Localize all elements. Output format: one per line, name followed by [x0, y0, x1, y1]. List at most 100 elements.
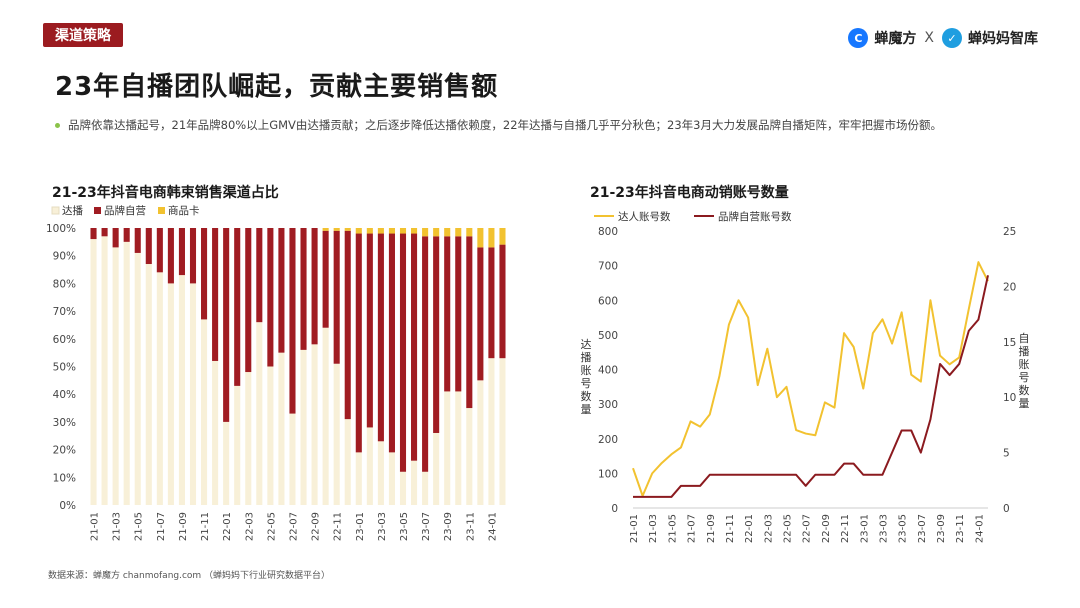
bullet-icon [55, 122, 60, 128]
bar-brand-self [466, 236, 473, 409]
bar-daren [377, 441, 384, 505]
bar-brand-self [256, 228, 263, 323]
bar-brand-self [245, 228, 252, 373]
bar-daren [366, 427, 373, 505]
right-x-tick-label: 21-09 [706, 514, 717, 543]
bar-daren [189, 283, 197, 505]
bar-daren [289, 413, 296, 505]
bar-daren [411, 460, 418, 505]
bar-brand-self [388, 233, 395, 453]
left-x-tick-label: 24-01 [487, 512, 498, 541]
bar-daren [466, 408, 473, 505]
bar-goods-card [399, 228, 407, 234]
bar-daren [477, 380, 484, 505]
brand-separator: X [924, 30, 934, 46]
left-x-tick-label: 23-05 [399, 512, 410, 541]
bar-brand-self [145, 228, 152, 265]
right-chart-ylabel-char: 号 [581, 377, 592, 390]
bar-brand-self [433, 236, 440, 433]
left-x-tick-label: 21-01 [90, 512, 101, 541]
bar-daren [455, 391, 462, 505]
right-x-tick-label: 24-01 [974, 514, 985, 543]
bar-goods-card [466, 228, 473, 237]
bar-daren [399, 471, 407, 505]
bar-daren [167, 283, 174, 505]
bar-goods-card [455, 228, 462, 237]
bar-goods-card [344, 228, 351, 231]
bar-daren [156, 272, 163, 505]
bar-brand-self [366, 233, 373, 428]
bar-daren [322, 327, 329, 505]
bar-brand-self [101, 228, 108, 237]
legend-label-1: 品牌自营 [104, 204, 146, 217]
bar-brand-self [178, 228, 185, 276]
page-title: 23年自播团队崛起，贡献主要销售额 [55, 72, 499, 102]
bar-brand-self [90, 228, 97, 240]
bar-brand-self [167, 228, 174, 284]
left-x-tick-label: 22-11 [333, 512, 344, 541]
bar-daren [355, 452, 362, 505]
bar-goods-card [366, 228, 373, 234]
bar-brand-self [455, 236, 462, 392]
left-x-tick-label: 23-09 [443, 512, 454, 541]
left-y-tick-label: 50% [53, 362, 76, 374]
right-chart-title: 21-23年抖音电商动销账号数量 [590, 185, 789, 201]
right-x-tick-label: 22-09 [821, 514, 832, 543]
bar-brand-self [201, 228, 208, 320]
legend-label-daren: 达人账号数 [618, 210, 671, 223]
right-chart-left-y-tick-label: 300 [598, 399, 618, 411]
bar-daren [388, 452, 395, 505]
right-chart-left-y-tick-label: 100 [598, 468, 618, 480]
bar-goods-card [488, 228, 495, 248]
bar-daren [123, 241, 130, 505]
left-x-tick-label: 21-05 [134, 512, 145, 541]
bar-goods-card [355, 228, 362, 234]
right-chart-y2label-char: 播 [1019, 344, 1030, 358]
left-y-tick-label: 30% [53, 417, 76, 429]
bar-brand-self [189, 228, 197, 284]
right-x-tick-label: 21-03 [648, 514, 659, 543]
bar-daren [267, 366, 274, 505]
right-chart-left-y-tick-label: 200 [598, 434, 618, 446]
left-x-tick-label: 21-03 [112, 512, 123, 541]
bar-goods-card [377, 228, 384, 234]
left-x-tick-label: 21-09 [178, 512, 189, 541]
bar-brand-self [488, 247, 495, 359]
subtitle-text: 品牌依靠达播起号，21年品牌80%以上GMV由达播贡献；之后逐步降低达播依赖度，… [68, 118, 942, 132]
right-x-tick-label: 23-07 [917, 514, 928, 543]
right-chart-right-y-tick-label: 15 [1003, 337, 1016, 349]
legend-label-2: 商品卡 [168, 204, 200, 217]
right-x-tick-label: 23-05 [898, 514, 909, 543]
left-x-tick-label: 22-01 [222, 512, 233, 541]
legend-swatch-1 [94, 207, 101, 214]
right-chart-ylabel-char: 量 [581, 403, 592, 416]
bar-brand-self [411, 233, 418, 461]
bar-daren [112, 247, 119, 505]
right-chart-left-y-tick-label: 700 [598, 261, 618, 273]
chanmofang-logo-icon: C [848, 28, 869, 48]
bar-daren [134, 252, 141, 505]
left-y-tick-label: 100% [46, 223, 76, 235]
bar-brand-self [267, 228, 274, 367]
series-line-daren [632, 261, 989, 497]
bar-goods-card [499, 228, 506, 245]
bar-daren [311, 344, 318, 505]
right-chart-right-y-tick-label: 5 [1003, 448, 1010, 460]
left-chart-title: 21-23年抖音电商韩束销售渠道占比 [52, 185, 279, 201]
left-x-tick-label: 22-05 [266, 512, 277, 541]
right-x-tick-label: 23-11 [955, 514, 966, 543]
left-x-tick-label: 22-07 [288, 512, 299, 541]
bar-daren [145, 264, 152, 505]
bar-brand-self [377, 233, 384, 442]
left-y-tick-label: 60% [53, 334, 76, 346]
bar-brand-self [289, 228, 296, 414]
bar-daren [333, 363, 340, 505]
left-x-tick-label: 23-11 [465, 512, 476, 541]
bar-brand-self [123, 228, 130, 242]
legend-label-0: 达播 [62, 204, 83, 217]
legend-swatch-2 [158, 207, 165, 214]
right-chart-y2label-char: 自 [1019, 332, 1030, 345]
right-chart-left-y-tick-label: 0 [611, 503, 618, 515]
left-x-tick-label: 23-03 [377, 512, 388, 541]
left-y-tick-label: 20% [53, 445, 76, 457]
